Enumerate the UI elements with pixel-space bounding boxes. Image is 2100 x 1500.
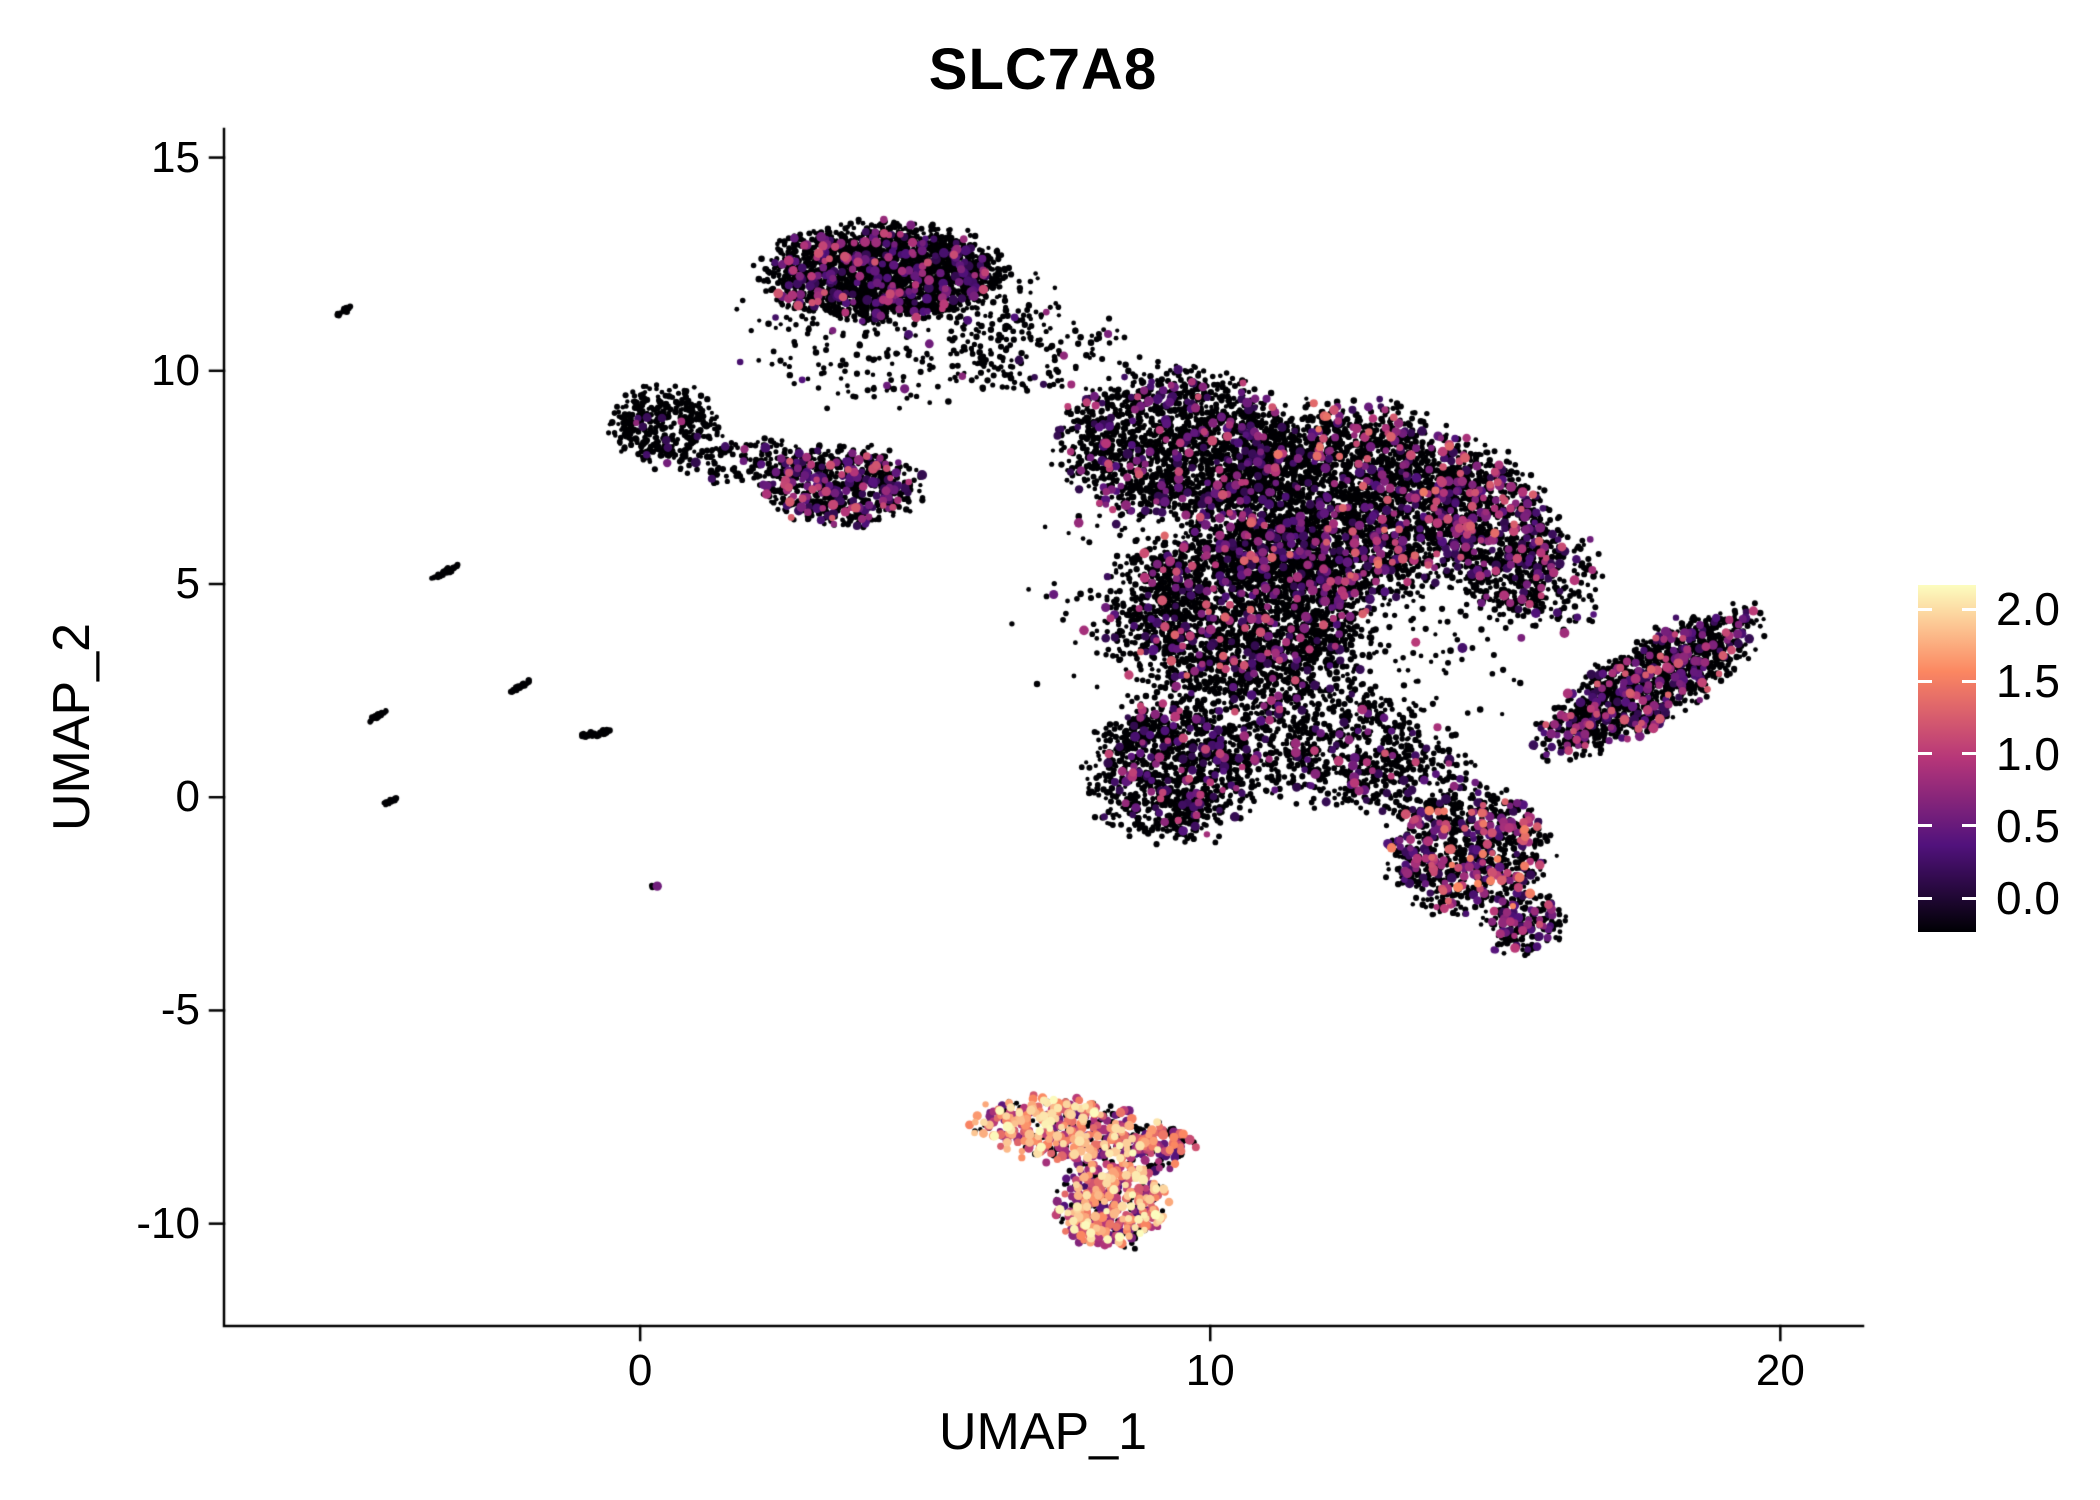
y-axis-tick-label: 5 — [175, 559, 200, 608]
y-axis-tick-label: 10 — [151, 345, 200, 395]
plot-title: SLC7A8 — [928, 37, 1158, 102]
colorbar-tick-mark — [1962, 752, 1976, 755]
colorbar-tick-mark — [1962, 679, 1976, 683]
colorbar-tick-mark — [1918, 679, 1932, 683]
colorbar-tick-label: 0.5 — [1996, 799, 2060, 852]
colorbar-tick-mark — [1962, 896, 1976, 900]
y-axis-tick-label: 0 — [175, 772, 200, 822]
colorbar-tick-label: 0.0 — [1996, 872, 2060, 924]
colorbar-tick-label: 1.0 — [1996, 727, 2060, 780]
colorbar-tick-mark — [1918, 896, 1932, 900]
x-axis-tick-label: 0 — [627, 1346, 653, 1395]
colorbar-tick-mark — [1918, 752, 1932, 755]
y-axis-tick-label: -10 — [136, 1198, 200, 1248]
colorbar-tick-mark — [1918, 824, 1932, 828]
x-axis-tick-label: 20 — [1755, 1346, 1805, 1395]
x-axis-tick-label: 10 — [1185, 1346, 1235, 1395]
colorbar-tick-mark — [1918, 607, 1932, 611]
colorbar-tick-label: 2.0 — [1996, 583, 2060, 635]
colorbar-gradient — [1918, 585, 1976, 932]
colorbar-tick-label: 1.5 — [1996, 655, 2060, 708]
y-axis-tick-label: 15 — [151, 132, 200, 182]
colorbar-tick-mark — [1962, 824, 1976, 828]
x-axis-label: UMAP_1 — [938, 1403, 1148, 1461]
colorbar-tick-mark — [1962, 607, 1976, 611]
y-axis-tick-label: -5 — [160, 985, 200, 1035]
